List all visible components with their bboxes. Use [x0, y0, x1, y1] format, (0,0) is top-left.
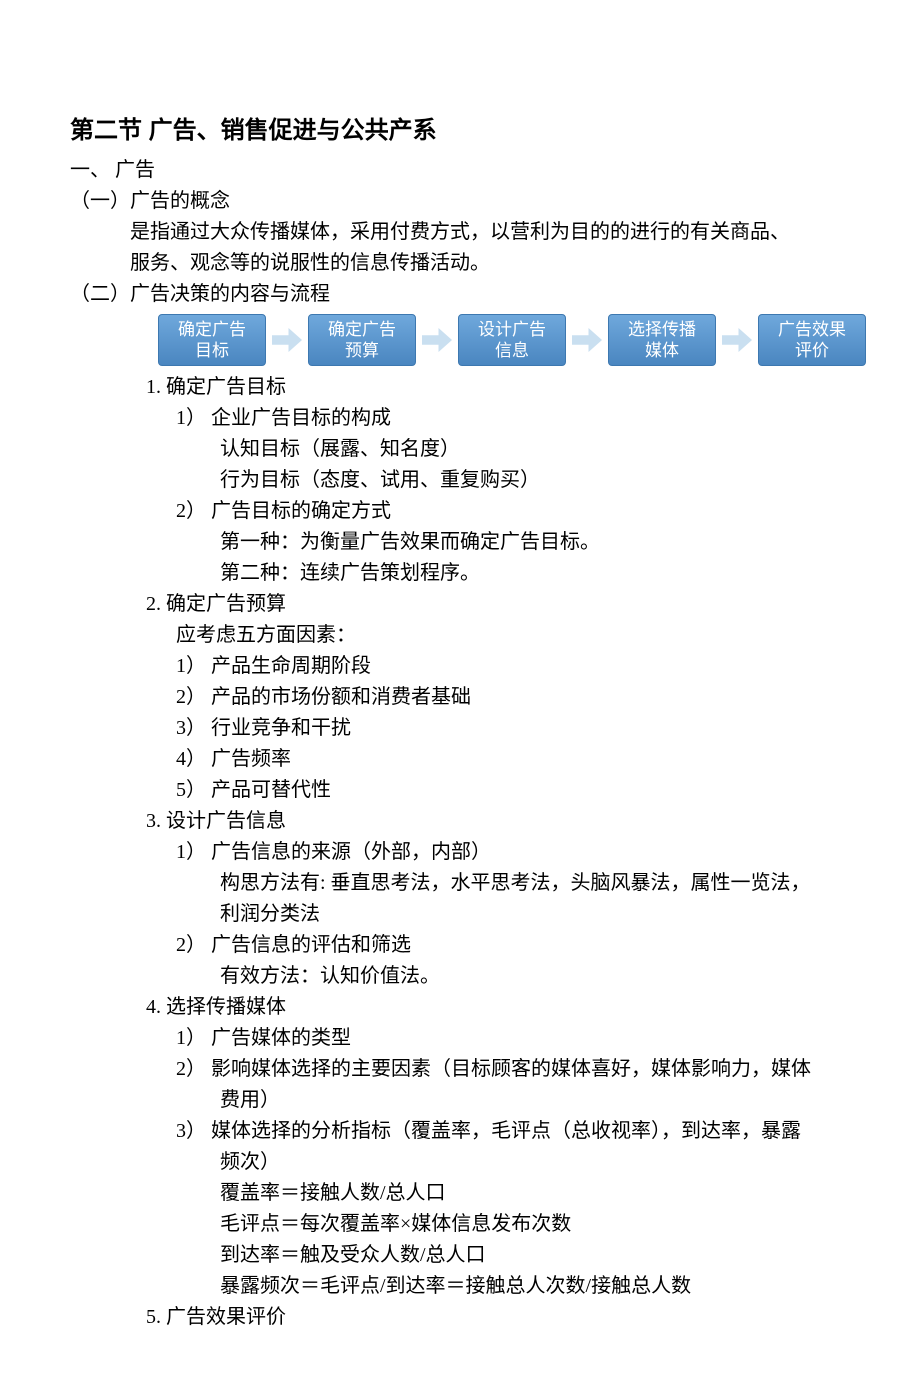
flow-arrow-icon: [572, 328, 602, 352]
list-item-2: 2. 确定广告预算: [70, 589, 850, 620]
body-text: 应考虑五方面因素：: [70, 620, 850, 651]
flow-node: 确定广告预算: [308, 314, 416, 366]
body-text: 到达率＝触及受众人数/总人口: [70, 1240, 850, 1271]
list-item-3: 3. 设计广告信息: [70, 806, 850, 837]
list-sub: 3） 媒体选择的分析指标（覆盖率，毛评点（总收视率），到达率，暴露: [70, 1116, 850, 1147]
flow-node: 设计广告信息: [458, 314, 566, 366]
list-sub: 2） 影响媒体选择的主要因素（目标顾客的媒体喜好，媒体影响力，媒体: [70, 1054, 850, 1085]
body-text: 行为目标（态度、试用、重复购买）: [70, 465, 850, 496]
flow-node: 广告效果评价: [758, 314, 866, 366]
flowchart-row: 确定广告目标确定广告预算设计广告信息选择传播媒体广告效果评价: [158, 314, 850, 366]
body-text: 毛评点＝每次覆盖率×媒体信息发布次数: [70, 1209, 850, 1240]
document-page: 第二节 广告、销售促进与公共产系 一、 广告 （一）广告的概念 是指通过大众传播…: [0, 0, 920, 1373]
list-sub: 1） 广告媒体的类型: [70, 1023, 850, 1054]
list-sub: 5） 产品可替代性: [70, 775, 850, 806]
list-item-4: 4. 选择传播媒体: [70, 992, 850, 1023]
list-sub-1-2: 2） 广告目标的确定方式: [70, 496, 850, 527]
body-text: 利润分类法: [70, 899, 850, 930]
list-sub: 2） 广告信息的评估和筛选: [70, 930, 850, 961]
heading-level-1: 一、 广告: [70, 155, 850, 186]
list-item-5: 5. 广告效果评价: [70, 1302, 850, 1333]
subhead-2: （二）广告决策的内容与流程: [70, 279, 850, 310]
body-text: 服务、观念等的说服性的信息传播活动。: [70, 248, 850, 279]
list-sub: 1） 广告信息的来源（外部，内部）: [70, 837, 850, 868]
body-text: 有效方法：认知价值法。: [70, 961, 850, 992]
flow-arrow-icon: [422, 328, 452, 352]
list-sub: 4） 广告频率: [70, 744, 850, 775]
body-text: 费用）: [70, 1085, 850, 1116]
body-text: 第一种：为衡量广告效果而确定广告目标。: [70, 527, 850, 558]
flow-arrow-icon: [272, 328, 302, 352]
body-text: 第二种：连续广告策划程序。: [70, 558, 850, 589]
flow-arrow-icon: [722, 328, 752, 352]
flow-node: 选择传播媒体: [608, 314, 716, 366]
list-sub: 3） 行业竞争和干扰: [70, 713, 850, 744]
body-text: 认知目标（展露、知名度）: [70, 434, 850, 465]
list-sub: 1） 产品生命周期阶段: [70, 651, 850, 682]
body-text: 暴露频次＝毛评点/到达率＝接触总人次数/接触总人数: [70, 1271, 850, 1302]
list-item-1: 1. 确定广告目标: [70, 372, 850, 403]
body-text: 频次）: [70, 1147, 850, 1178]
subhead-1: （一）广告的概念: [70, 186, 850, 217]
flow-node: 确定广告目标: [158, 314, 266, 366]
body-text: 覆盖率＝接触人数/总人口: [70, 1178, 850, 1209]
list-sub-1-1: 1） 企业广告目标的构成: [70, 403, 850, 434]
body-text: 是指通过大众传播媒体，采用付费方式，以营利为目的的进行的有关商品、: [70, 217, 850, 248]
flowchart: 确定广告目标确定广告预算设计广告信息选择传播媒体广告效果评价: [70, 314, 850, 366]
body-text: 构思方法有: 垂直思考法，水平思考法，头脑风暴法，属性一览法，: [70, 868, 850, 899]
list-sub: 2） 产品的市场份额和消费者基础: [70, 682, 850, 713]
section-title: 第二节 广告、销售促进与公共产系: [70, 110, 850, 145]
